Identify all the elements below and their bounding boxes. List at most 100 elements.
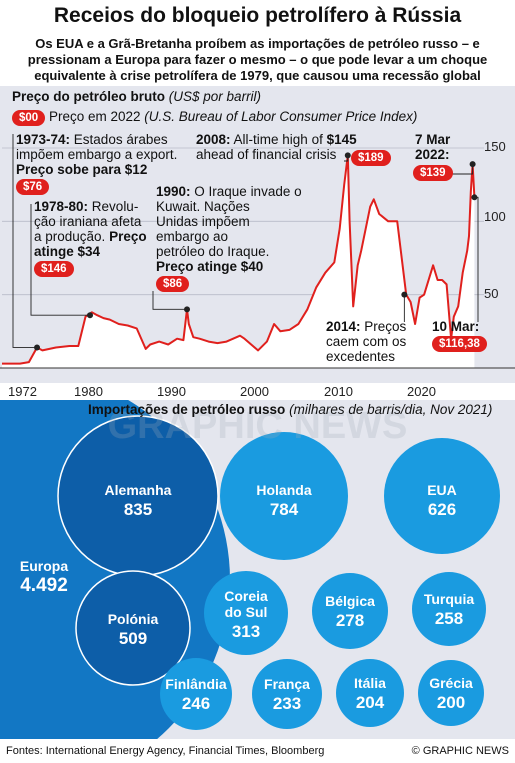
bubble-label-franca: França 233 [252,676,322,714]
bubble-value: 835 [123,500,153,519]
ann-mar7-l1: 7 Mar [415,132,451,147]
x-tick-label: 2010 [324,384,353,399]
bubble-polonia [75,570,191,686]
price-area [2,155,475,368]
bubble-finlandia [160,658,232,730]
x-tick-label: 1990 [157,384,186,399]
annotation-leader [30,204,91,316]
bubble-value: 626 [427,500,457,519]
bubble-label-coreia-do-sul: Coreia do Sul 313 [216,588,276,642]
oil-chart-title-row: Preço do petróleo bruto (US$ por barril) [12,89,261,104]
oil-price-chart [0,134,515,369]
bubble-name: Holanda [256,482,312,498]
legend-text: Preço em 2022 [48,109,141,124]
oil-chart-title: Preço do petróleo bruto [12,89,166,104]
bubble-label-turquia: Turquia 258 [414,591,484,629]
bubble-coreia-do-sul [204,571,288,655]
bubble-value: 258 [434,609,464,628]
bubble-label-finlandia: Finlândia 246 [161,676,231,714]
x-tick-label: 2020 [407,384,436,399]
annotation-dot [184,306,191,313]
imports-title: Importações de petróleo russo [88,402,286,417]
ann-1978-l1: Revolu- [88,199,139,214]
bubble-holanda [220,432,348,560]
bubble-name: Europa [19,558,69,574]
legend-pill: $00 [12,110,46,126]
ann-1990-l5: petróleo do Iraque. [156,244,270,259]
ann-2008-l1: All-time high of [230,132,327,147]
bubble-label-alemanha: Alemanha 835 [78,482,198,520]
oil-chart-unit: (US$ por barril) [168,89,262,104]
bubble-value: 313 [231,622,261,641]
ann-1990-l6: Preço atinge $40 [156,259,264,274]
bubble-name: Bélgica [325,593,375,609]
annotation-mar10: 10 Mar: $116,38 [432,319,487,352]
x-tick-label: 1972 [8,384,37,399]
annotation-dot [469,161,476,168]
annotation-leader [452,164,474,175]
ann-2014-year: 2014: [326,319,361,334]
annotation-2008: 2008: All-time high of $145 ahead of fin… [196,132,357,162]
bubble-value: 278 [335,611,365,630]
bubble-value: 246 [181,694,211,713]
bubble-name: EUA [427,482,457,498]
bubble-label-belgica: Bélgica 278 [315,593,385,631]
y-tick-label: 100 [484,209,506,224]
x-tick-label: 2000 [240,384,269,399]
bubble-name: Alemanha [104,482,172,498]
bubble-label-europa: Europa 4.492 [8,558,80,596]
ann-1978-l3b: Preço [105,229,147,244]
bubble-name: Itália [354,675,386,691]
page-subtitle: Os EUA e a Grã-Bretanha proíbem as impor… [27,36,488,83]
imports-bubble-chart [0,400,500,739]
ann-2008-pill: $189 [351,150,391,166]
ann-2014-l3: excedentes [326,349,396,364]
oil-price-panel: Preço do petróleo bruto (US$ por barril)… [0,86,515,383]
bubble-value: 204 [355,693,385,712]
ann-1978-pill: $146 [34,261,74,277]
ann-2014-l2: caem com os [326,334,407,349]
ann-1990-l4: embargo ao [156,229,229,244]
bubble-franca [252,659,322,729]
annotation-leader [474,196,479,322]
ann-1990-l3: Unidas impõem [156,214,250,229]
ann-1973-pill: $76 [16,179,50,195]
ann-1990-pill: $86 [156,276,190,292]
annotation-leader [152,291,188,310]
ann-1978-year: 1978-80: [34,199,89,214]
oil-chart-legend: $00 Preço em 2022 (U.S. Bureau of Labor … [12,109,417,126]
annotation-1973: 1973-74: Estados árabes impõem embargo a… [16,132,177,195]
ann-2008-l2: ahead of financial crisis [196,147,337,162]
bubble-grecia [418,660,484,726]
bubble-name: França [264,676,310,692]
price-line [2,154,476,365]
x-tick-label: 1980 [74,384,103,399]
bubble-label-italia: Itália 204 [335,675,405,713]
imports-title-row: Importações de petróleo russo (milhares … [88,402,492,417]
bubble-name: Finlândia [165,676,227,692]
ann-1973-year: 1973-74: [16,132,71,147]
bubble-italia [336,659,404,727]
bubble-name: Coreia do Sul [224,588,268,620]
ann-mar10-l1: 10 Mar: [432,319,480,334]
footer-sources: Fontes: International Energy Agency, Fin… [6,745,325,757]
x-axis-labels: 1972 1980 1990 2000 2010 2020 [0,383,515,400]
ann-2014-l1: Preços [360,319,407,334]
annotation-dot [34,344,41,351]
bubble-value: 509 [118,629,148,648]
legend-source: (U.S. Bureau of Labor Consumer Price Ind… [144,109,418,124]
bubble-value: 4.492 [20,575,68,596]
annotation-dot [344,152,351,159]
page-title: Receios do bloqueio petrolífero à Rússia [53,4,462,27]
ann-1990-l1: O Iraque invade o [190,184,302,199]
bubble-label-grecia: Grécia 200 [416,675,486,713]
bubble-name: Polónia [107,611,159,627]
ann-2008-year: 2008: [196,132,231,147]
annotation-1978: 1978-80: Revolu- ção iraniana afeta a pr… [34,199,147,277]
ann-1973-l3: Preço sobe para $12 [16,162,148,177]
ann-2008-value: $145 [326,132,357,147]
bubble-name: Grécia [429,675,473,691]
bubble-label-polonia: Polónia 509 [83,611,183,649]
ann-1978-l2: ção iraniana afeta [34,214,142,229]
ann-1973-l1: Estados árabes [70,132,168,147]
